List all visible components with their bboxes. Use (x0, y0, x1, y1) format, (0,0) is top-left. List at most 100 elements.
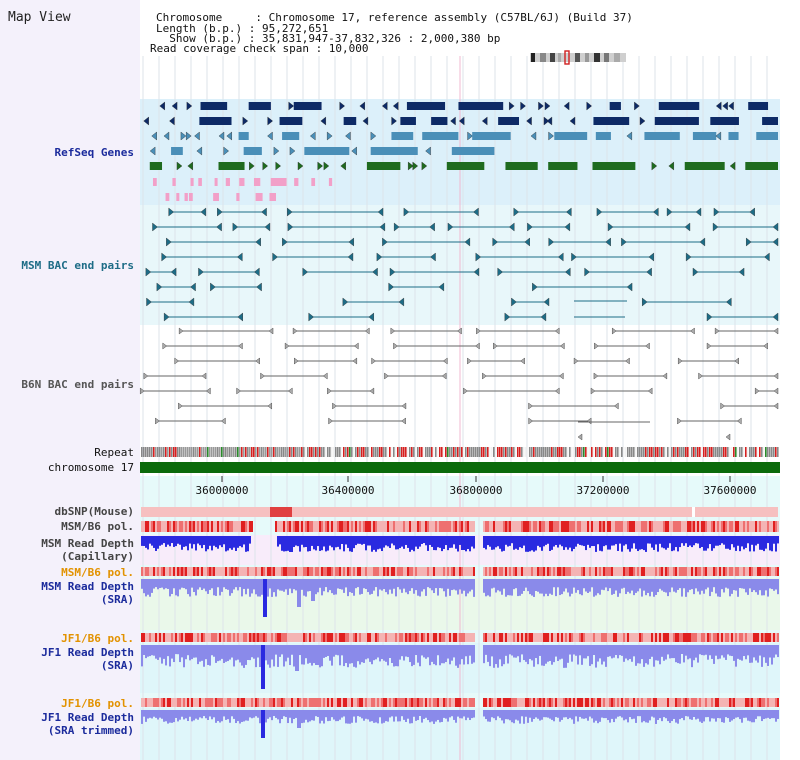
jf1-trimmed-depth-bar (551, 710, 553, 720)
jf1-trimmed-pol-cell (187, 698, 189, 707)
msm-pol-cell (461, 521, 463, 532)
jf1-sra-depth-bar (597, 645, 599, 662)
jf1-sra-depth-bar (157, 645, 159, 660)
jf1-trimmed-depth-bar (199, 710, 201, 718)
jf1-pol-cell (161, 633, 163, 642)
msm-cap-depth-bar (557, 536, 559, 548)
msm-bac-end (254, 267, 260, 277)
jf1-trimmed-pol-cell (529, 698, 531, 707)
jf1-sra-depth-bar (401, 645, 403, 657)
msm-pol-cell (769, 521, 771, 532)
msm-sra-depth-bar (455, 579, 457, 591)
msm-sra-depth-bar (531, 579, 533, 596)
jf1-sra-depth-bar (707, 645, 709, 660)
refseq-gene-arrow (242, 116, 249, 126)
msm-sra-depth-bar (723, 579, 725, 593)
msm-bac-end (389, 267, 396, 277)
refseq-gene-arrow (543, 116, 550, 126)
msm-sra-depth-bar (683, 579, 685, 589)
msm-sra-pol-cell (215, 567, 217, 576)
jf1-trimmed-depth-bar (565, 710, 567, 718)
msm-sra-depth-bar (655, 579, 657, 595)
jf1-sra-depth-bar (305, 645, 307, 659)
jf1-pol-cell (315, 633, 317, 642)
b6n-bac-end (706, 342, 712, 350)
jf1-trimmed-depth-bar (715, 710, 717, 722)
jf1-sra-depth-bar (543, 645, 545, 666)
msm-sra-pol-cell (557, 567, 559, 576)
repeat-block (215, 447, 217, 457)
msm-bac-end (738, 267, 745, 277)
jf1-pol-cell (699, 633, 701, 642)
msm-sra-pol-cell (269, 567, 271, 576)
msm-sra-depth-bar (689, 579, 691, 590)
msm-sra-pol-cell (261, 567, 263, 576)
refseq-gene-block (239, 178, 245, 186)
repeat-block (261, 447, 263, 457)
jf1-trimmed-pol-cell (375, 698, 377, 707)
jf1-trimmed-depth-bar (197, 710, 199, 720)
jf1-sra-depth-bar (499, 645, 501, 660)
jf1-trimmed-depth-bar (317, 710, 319, 717)
msm-sra-depth-bar (605, 579, 607, 588)
jf1-trimmed-depth-bar (619, 710, 621, 717)
jf1-trimmed-pol-cell (717, 698, 719, 707)
jf1-trimmed-depth-bar (505, 710, 507, 720)
msm-cap-depth-bar (331, 536, 333, 548)
jf1-trimmed-depth-bar (371, 710, 373, 722)
jf1-trimmed-pol-cell (329, 698, 331, 707)
jf1-sra-depth-bar (497, 645, 499, 668)
repeat-block (519, 447, 521, 457)
msm-cap-depth-bar (145, 536, 147, 548)
jf1-trimmed-pol-cell (645, 698, 647, 707)
jf1-sra-depth-bar (233, 645, 235, 667)
jf1-pol-cell (695, 633, 697, 642)
msm-pol-cell (445, 521, 447, 532)
msm-pol-cell (569, 521, 571, 532)
msm-pol-cell (363, 521, 365, 532)
jf1-trimmed-pol-cell (389, 698, 391, 707)
jf1-trimmed-depth-bar (345, 710, 347, 724)
refseq-gene-arrow (729, 161, 736, 171)
jf1-trimmed-pol-cell (141, 698, 143, 707)
jf1-trimmed-pol-cell (285, 698, 287, 707)
jf1-trimmed-depth-bar (373, 710, 375, 723)
msm-cap-depth-bar (281, 536, 283, 551)
jf1-trimmed-pol-cell (183, 698, 185, 707)
msm-sra-pol-cell (567, 567, 569, 576)
msm-cap-depth-bar (695, 536, 697, 544)
jf1-pol-cell (721, 633, 723, 642)
msm-cap-depth-bar (235, 536, 237, 551)
msm-bac-end (342, 297, 349, 307)
jf1-pol-cell (205, 633, 207, 642)
msm-pol-cell (155, 521, 157, 532)
jf1-pol-cell (239, 633, 241, 642)
msm-pol-cell (143, 521, 145, 532)
msm-sra-depth-bar (733, 579, 735, 591)
msm-sra-pol-cell (289, 567, 291, 576)
msm-sra-pol-cell (383, 567, 385, 576)
msm-pol-cell (245, 521, 247, 532)
jf1-trimmed-pol-cell (193, 698, 195, 707)
jf1-trimmed-pol-cell (597, 698, 599, 707)
jf1-sra-depth-bar (521, 645, 523, 655)
msm-sra-depth-bar (255, 579, 257, 595)
jf1-pol-cell (369, 633, 371, 642)
refseq-gene-arrow (391, 116, 397, 126)
msm-bac-end (566, 207, 572, 217)
msm-cap-depth-bar (227, 536, 229, 551)
msm-sra-depth-bar (389, 579, 391, 590)
repeat-block (251, 447, 253, 457)
jf1-trimmed-pol-cell (319, 698, 321, 707)
msm-sra-depth-bar (229, 579, 231, 596)
repeat-block (193, 447, 195, 457)
repeat-block (415, 447, 417, 457)
jf1-sra-depth-bar (671, 645, 673, 659)
jf1-sra-depth-bar (281, 645, 283, 655)
jf1-trimmed-depth-bar (723, 710, 725, 723)
msm-sra-depth-bar (405, 579, 407, 593)
jf1-sra-depth-bar (549, 645, 551, 661)
jf1-sra-depth-bar (147, 645, 149, 657)
msm-sra-pol-cell (311, 567, 313, 576)
